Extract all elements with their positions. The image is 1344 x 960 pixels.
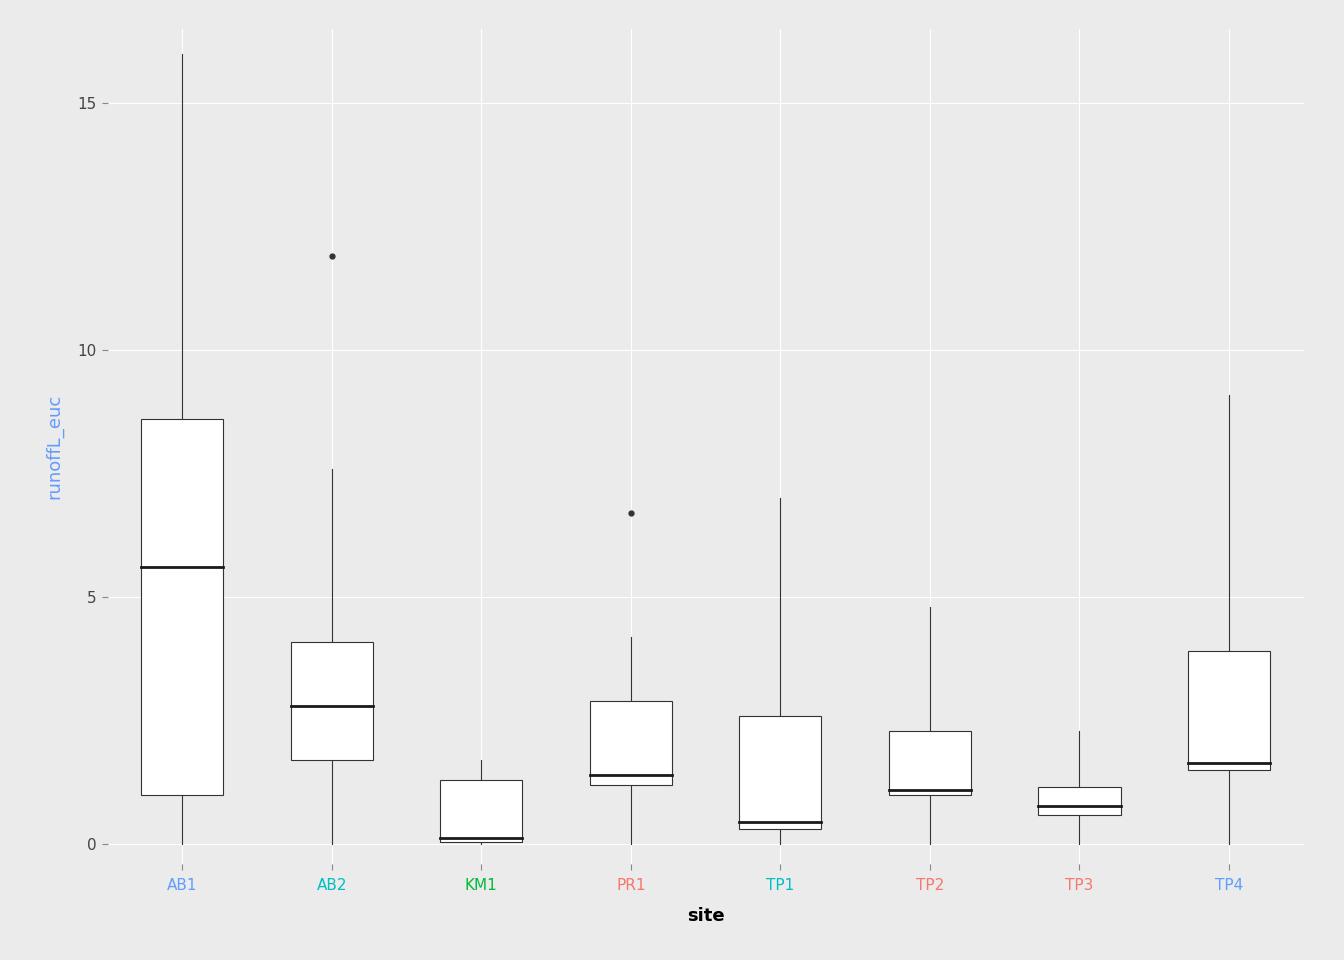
Bar [739, 716, 821, 829]
Bar [290, 641, 372, 760]
X-axis label: site: site [687, 907, 724, 924]
Bar [590, 701, 672, 785]
Y-axis label: runoffL_euc: runoffL_euc [44, 394, 63, 499]
Bar [141, 420, 223, 795]
Bar [888, 731, 970, 795]
Bar [1188, 652, 1270, 770]
Bar [441, 780, 523, 842]
Bar [1039, 787, 1121, 815]
